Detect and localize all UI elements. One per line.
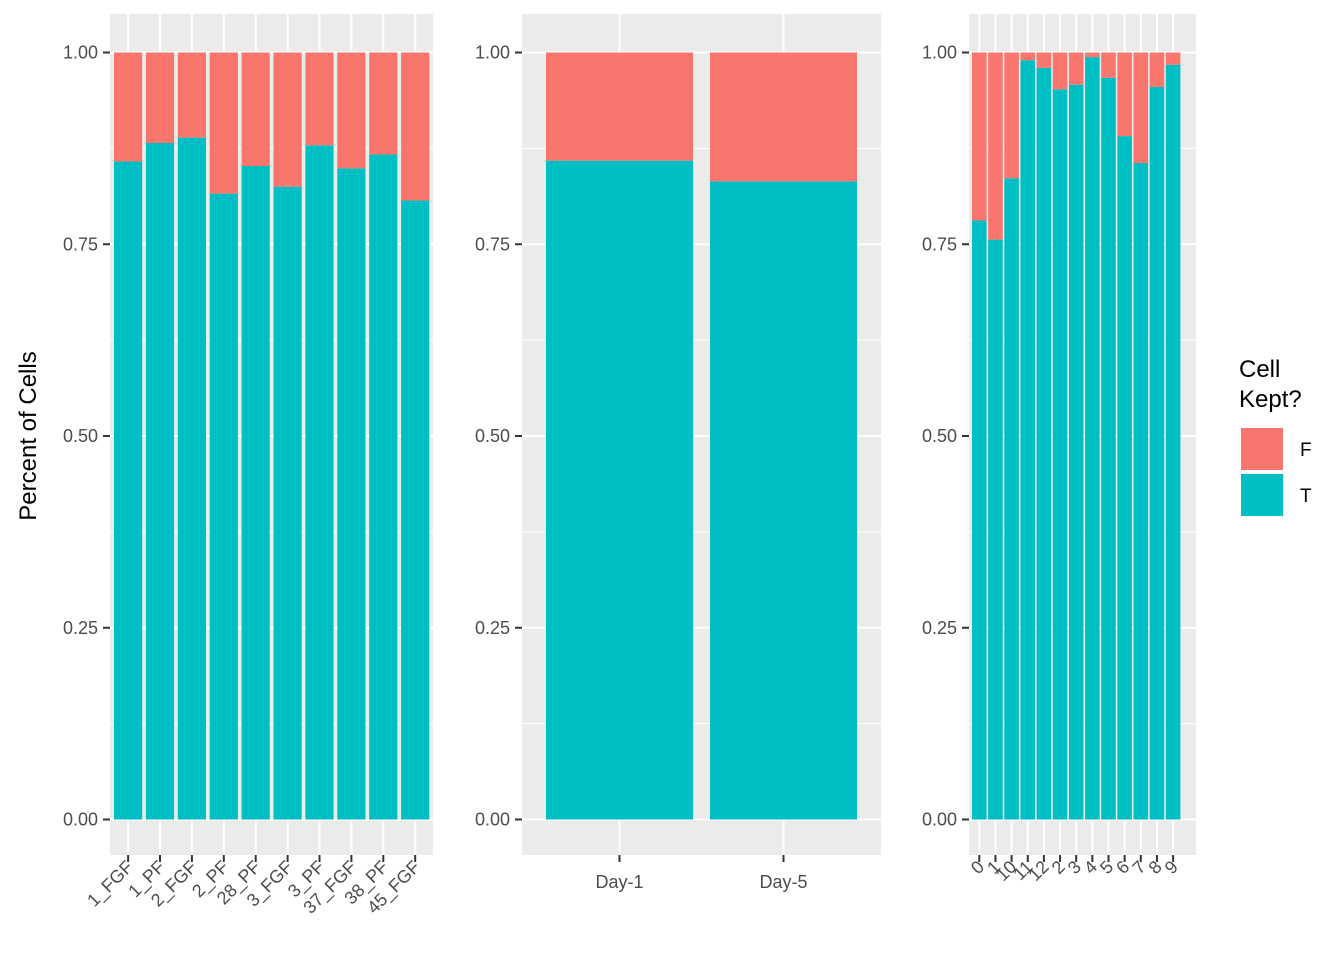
y-tick-label: 0.00: [922, 810, 957, 830]
y-tick-label: 0.75: [63, 234, 98, 254]
bar-segment-F-1_FGF: [114, 52, 143, 162]
bar-segment-T-Day-5: [710, 181, 857, 820]
y-tick-label: 0.50: [63, 426, 98, 446]
bar-segment-T-38_PF: [369, 154, 398, 820]
bar-segment-F-2_FGF: [177, 52, 206, 138]
legend: Cell Kept? F T: [1239, 356, 1312, 516]
bar-segment-F-7: [1133, 52, 1149, 163]
legend-key-F: [1241, 428, 1283, 470]
bar-segment-F-11: [1020, 52, 1036, 61]
x-tick-label: 3: [1064, 857, 1085, 878]
y-tick-label: 0.50: [922, 426, 957, 446]
bar-segment-T-28_PF: [241, 166, 270, 820]
x-tick-label: 5: [1096, 857, 1117, 878]
bar-segment-T-37_FGF: [337, 168, 366, 820]
y-tick-label: 0.25: [475, 618, 510, 638]
bar-segment-F-9: [1165, 52, 1181, 65]
bar-segment-T-1_PF: [145, 143, 175, 820]
legend-label-T: T: [1300, 486, 1312, 507]
bar-segment-T-3_FGF: [273, 186, 302, 820]
bar-segment-T-Day-1: [546, 160, 693, 820]
panel-2: 0.00 0.25 0.50 0.75 1.00 Day-1 Day-5: [475, 14, 881, 892]
legend-label-F: F: [1300, 440, 1312, 461]
y-tick-label: 0.00: [475, 810, 510, 830]
bar-segment-T-12: [1036, 67, 1052, 820]
x-tick-label: 4: [1080, 857, 1101, 878]
bar-segment-T-3_PF: [305, 145, 334, 820]
y-tick-label: 0.75: [475, 234, 510, 254]
bar-segment-T-2_FGF: [177, 137, 206, 820]
y-tick-label: 0.00: [63, 810, 98, 830]
bar-segment-T-1_FGF: [114, 161, 143, 820]
y-tick-label: 0.75: [922, 234, 957, 254]
bar-segment-F-37_FGF: [337, 52, 366, 169]
x-tick-label: Day-5: [759, 872, 807, 892]
bar-segment-T-0: [972, 220, 987, 820]
legend-title-line: Kept?: [1239, 386, 1302, 413]
y-tick-label: 1.00: [475, 43, 510, 63]
bar-segment-F-0: [972, 52, 987, 221]
bar-segment-F-8: [1149, 52, 1165, 88]
bar-segment-F-12: [1036, 52, 1052, 68]
bar-segment-F-3_FGF: [273, 52, 302, 187]
x-tick-label: 9: [1161, 857, 1182, 878]
bar-segment-F-5: [1101, 52, 1116, 78]
bar-segment-T-5: [1101, 77, 1116, 820]
bar-segment-T-8: [1149, 87, 1165, 820]
bar-segment-F-6: [1117, 52, 1132, 137]
panel-1: 0.000.250.500.751.001_FGF1_PF2_FGF2_PF28…: [63, 14, 433, 918]
y-tick-label: 0.25: [63, 618, 98, 638]
bar-segment-T-10: [1004, 178, 1019, 820]
x-tick-label: Day-1: [595, 872, 643, 892]
bar-segment-T-45_FGF: [401, 200, 430, 820]
bar-segment-T-2: [1052, 89, 1068, 820]
bar-segment-T-4: [1085, 57, 1100, 820]
bar-segment-T-1: [988, 239, 1003, 820]
y-tick-label: 0.25: [922, 618, 957, 638]
bar-segment-F-38_PF: [369, 52, 398, 155]
bar-segment-F-2_PF: [209, 52, 238, 194]
bar-segment-F-3_PF: [305, 52, 334, 146]
y-tick-label: 1.00: [922, 43, 957, 63]
bar-segment-T-3: [1068, 84, 1084, 820]
legend-title-line: Cell: [1239, 356, 1280, 383]
x-tick-label: 0: [967, 857, 988, 878]
bar-segment-F-3: [1068, 52, 1084, 85]
bar-segment-F-1: [988, 52, 1003, 240]
bar-segment-T-11: [1020, 60, 1036, 820]
bar-segment-T-6: [1117, 136, 1132, 820]
bar-segment-F-1_PF: [145, 52, 175, 144]
bar-segment-F-28_PF: [241, 52, 270, 167]
x-tick-label: 2: [1048, 857, 1069, 878]
bar-segment-F-4: [1085, 52, 1100, 58]
bar-segment-T-9: [1165, 64, 1181, 820]
bar-segment-F-Day-1: [546, 52, 693, 161]
y-tick-label: 1.00: [63, 43, 98, 63]
bar-segment-F-45_FGF: [401, 52, 430, 201]
bar-segment-T-2_PF: [209, 193, 238, 820]
x-tick-label: 6: [1112, 857, 1133, 878]
bar-segment-F-Day-5: [710, 52, 857, 182]
x-tick-label: 8: [1145, 857, 1166, 878]
bar-segment-F-10: [1004, 52, 1019, 179]
legend-key-T: [1241, 474, 1283, 516]
bar-segment-T-7: [1133, 162, 1149, 820]
y-tick-label: 0.50: [475, 426, 510, 446]
bar-segment-F-2: [1052, 52, 1068, 90]
x-tick-label: 7: [1128, 857, 1149, 878]
y-axis-title: Percent of Cells: [15, 351, 42, 520]
